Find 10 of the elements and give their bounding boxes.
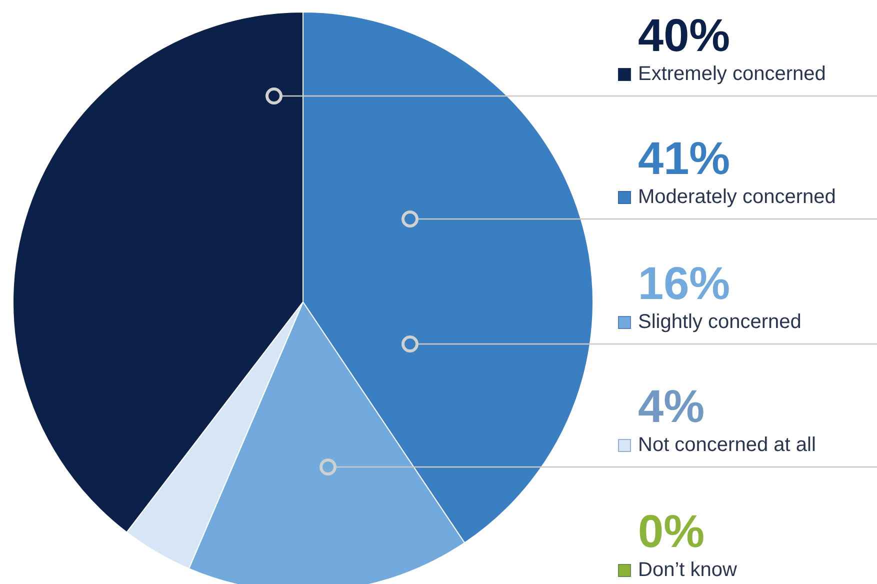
data-label: 40% xyxy=(638,9,730,61)
data-label: 16% xyxy=(638,257,730,309)
legend-label: Slightly concerned xyxy=(638,310,802,334)
legend-label: Moderately concerned xyxy=(638,185,836,209)
legend-label: Don’t know xyxy=(638,558,737,582)
legend-label: Not concerned at all xyxy=(638,433,816,457)
legend-label: Extremely concerned xyxy=(638,62,826,86)
text: 0% xyxy=(638,505,704,557)
data-label: 41% xyxy=(638,132,730,184)
data-label: 4% xyxy=(638,380,704,432)
